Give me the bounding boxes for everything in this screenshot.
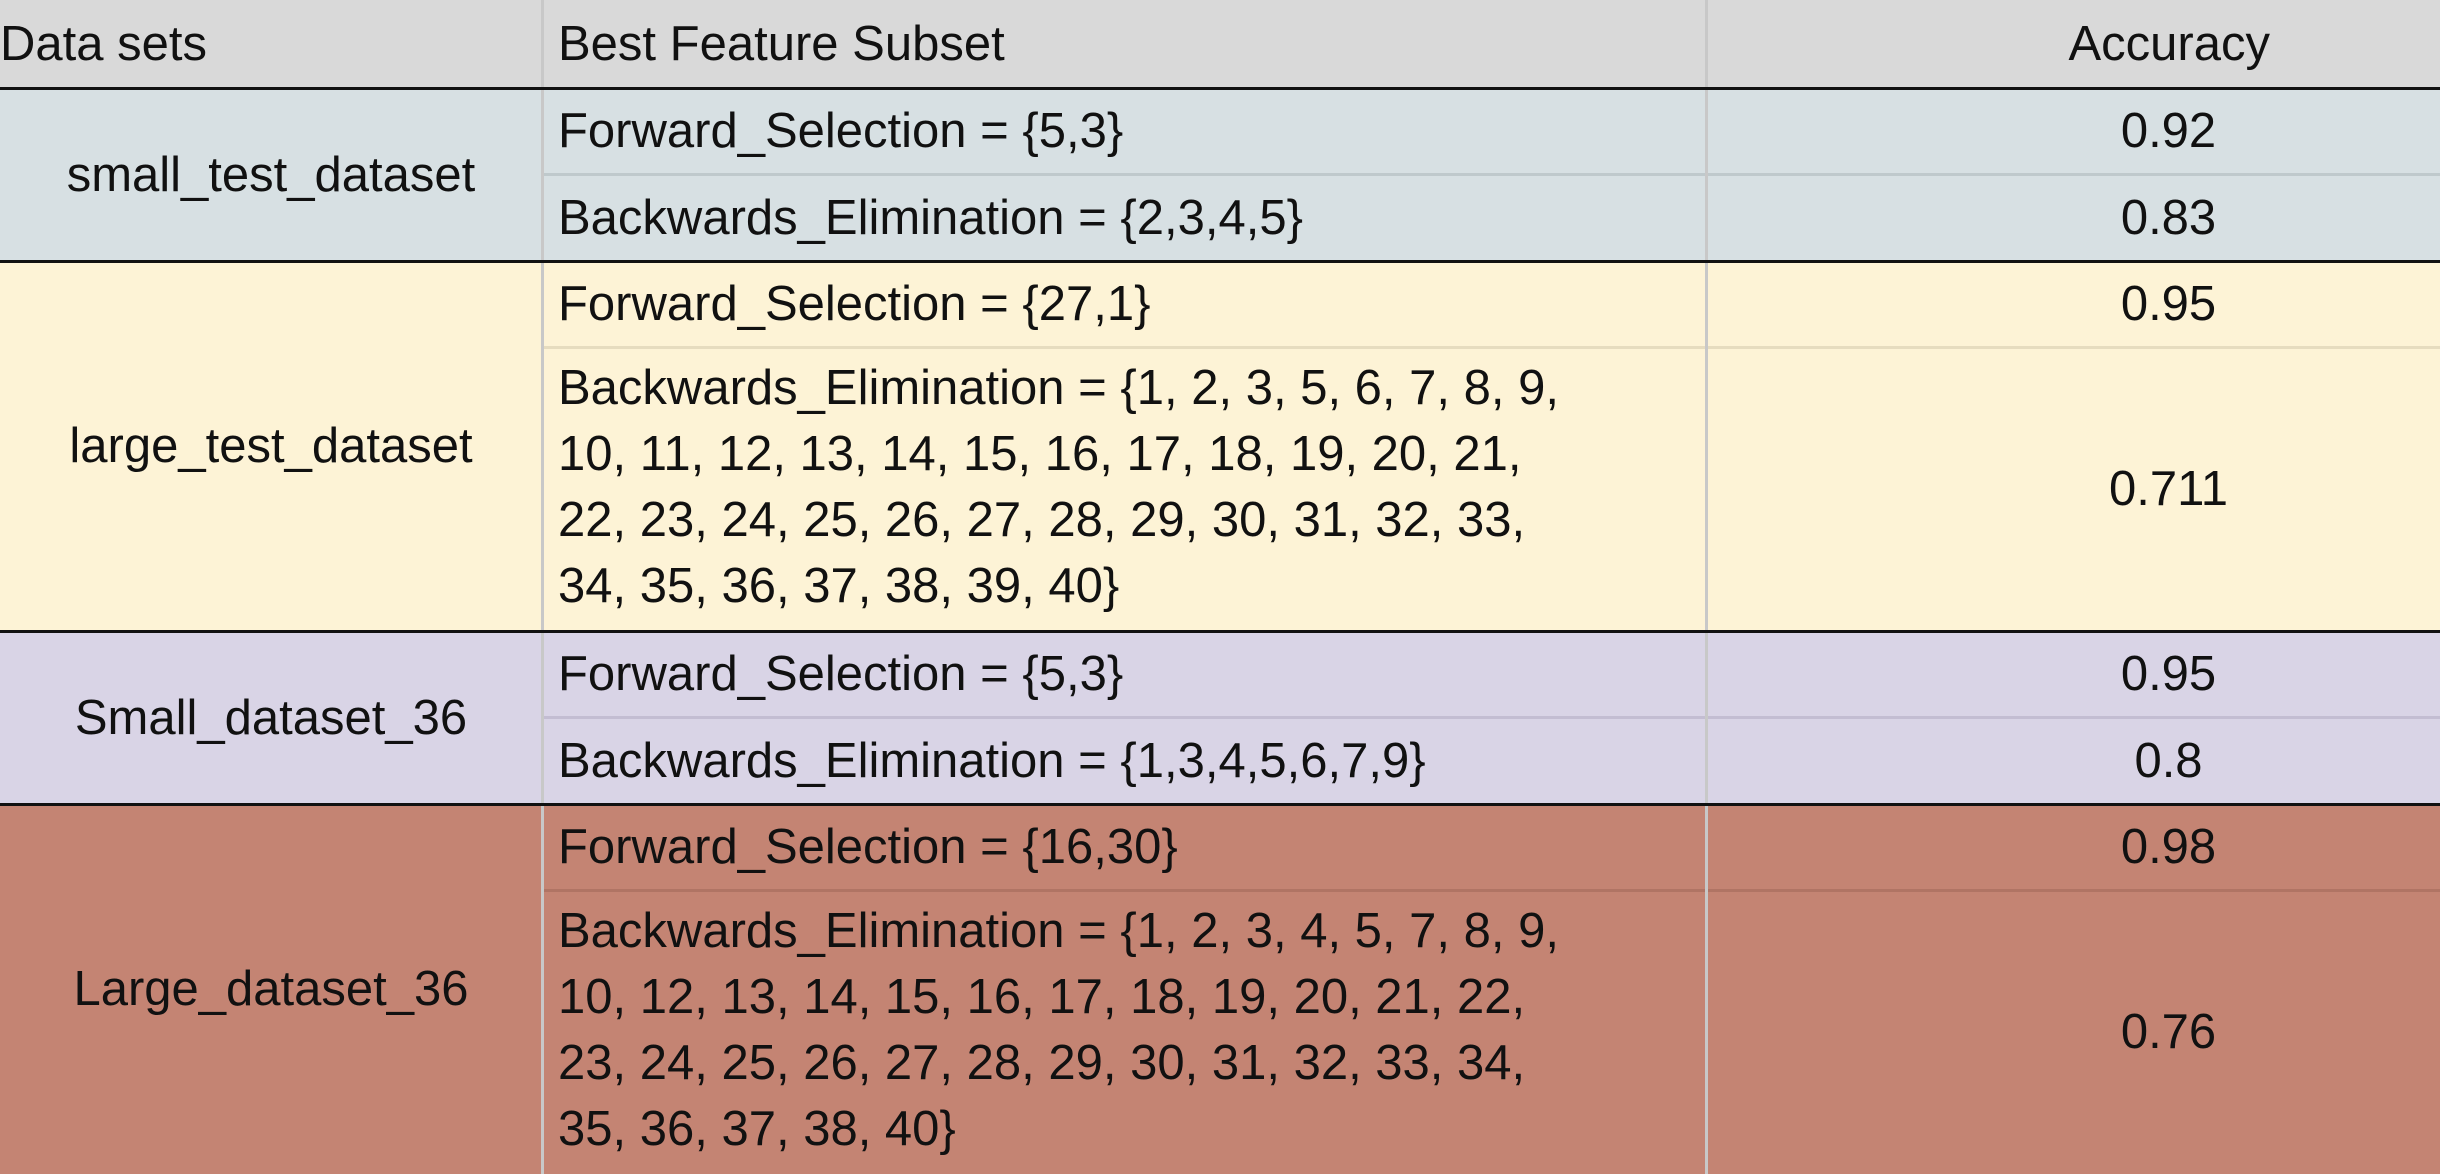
subset-text: Backwards_Elimination = {1,3,4,5,6,7,9} [558,733,1426,788]
row-divider [542,346,2440,349]
subset-text-block: Backwards_Elimination = {1, 2, 3, 5, 6, … [558,355,1559,619]
dataset-name: large_test_dataset [69,419,473,473]
header-data-sets-label: Data sets [0,17,207,71]
row-divider [542,173,2440,176]
header-best-feature-subset-label: Best Feature Subset [558,17,1005,71]
subset-text: Forward_Selection = {5,3} [558,104,1124,158]
accuracy-value: 0.95 [2120,647,2217,701]
subset-cell[interactable]: Backwards_Elimination = {2,3,4,5} [542,174,1707,261]
row-divider [542,889,2440,892]
accuracy-value: 0.711 [2109,462,2228,516]
accuracy-cell[interactable]: 0.711 [1707,347,2440,631]
subset-cell[interactable]: Backwards_Elimination = {1, 2, 3, 4, 5, … [542,890,1707,1174]
accuracy-cell[interactable]: 0.76 [1707,890,2440,1174]
subset-cell[interactable]: Forward_Selection = {27,1} [542,261,1707,347]
accuracy-value: 0.92 [2120,104,2217,158]
dataset-cell-large-36[interactable]: Large_dataset_36 [0,804,542,1174]
column-divider [541,0,544,1174]
accuracy-value: 0.83 [2120,190,2217,245]
dataset-cell-small-test[interactable]: small_test_dataset [0,88,542,261]
header-best-feature-subset[interactable]: Best Feature Subset [542,0,1707,88]
subset-line: 10, 12, 13, 14, 15, 16, 17, 18, 19, 20, … [558,970,1526,1024]
subset-line: Backwards_Elimination = {1, 2, 3, 4, 5, … [558,904,1559,958]
subset-text: Backwards_Elimination = {2,3,4,5} [558,190,1303,245]
accuracy-value: 0.95 [2120,277,2217,331]
subset-cell[interactable]: Backwards_Elimination = {1,3,4,5,6,7,9} [542,717,1707,804]
subset-line: 22, 23, 24, 25, 26, 27, 28, 29, 30, 31, … [558,493,1526,547]
subset-line: 34, 35, 36, 37, 38, 39, 40} [558,559,1120,613]
subset-text: Forward_Selection = {16,30} [558,820,1178,874]
subset-line: Backwards_Elimination = {1, 2, 3, 5, 6, … [558,361,1559,415]
subset-cell[interactable]: Forward_Selection = {5,3} [542,631,1707,717]
group-divider [0,803,2440,806]
accuracy-cell[interactable]: 0.92 [1707,88,2440,174]
accuracy-value: 0.8 [2134,733,2203,788]
row-divider [542,716,2440,719]
accuracy-cell[interactable]: 0.95 [1707,261,2440,347]
subset-text-block: Backwards_Elimination = {1, 2, 3, 4, 5, … [558,898,1559,1162]
group-divider [0,260,2440,263]
header-accuracy-label: Accuracy [2068,17,2271,71]
header-divider [0,87,2440,90]
subset-text: Forward_Selection = {5,3} [558,647,1124,701]
accuracy-value: 0.76 [2120,1005,2217,1059]
dataset-name: Small_dataset_36 [74,690,468,745]
dataset-cell-large-test[interactable]: large_test_dataset [0,261,542,631]
accuracy-cell[interactable]: 0.98 [1707,804,2440,890]
subset-cell[interactable]: Forward_Selection = {5,3} [542,88,1707,174]
subset-line: 23, 24, 25, 26, 27, 28, 29, 30, 31, 32, … [558,1036,1526,1090]
subset-text: Forward_Selection = {27,1} [558,277,1151,331]
column-divider [1705,0,1708,1174]
subset-line: 35, 36, 37, 38, 40} [558,1102,956,1156]
header-data-sets[interactable]: Data sets [0,0,542,88]
accuracy-cell[interactable]: 0.8 [1707,717,2440,804]
subset-cell[interactable]: Forward_Selection = {16,30} [542,804,1707,890]
accuracy-value: 0.98 [2120,820,2217,874]
group-divider [0,630,2440,633]
accuracy-cell[interactable]: 0.83 [1707,174,2440,261]
subset-cell[interactable]: Backwards_Elimination = {1, 2, 3, 5, 6, … [542,347,1707,631]
dataset-name: Large_dataset_36 [73,962,469,1016]
dataset-name: small_test_dataset [66,147,476,202]
dataset-cell-small-36[interactable]: Small_dataset_36 [0,631,542,804]
accuracy-cell[interactable]: 0.95 [1707,631,2440,717]
header-accuracy[interactable]: Accuracy [1707,0,2440,88]
subset-line: 10, 11, 12, 13, 14, 15, 16, 17, 18, 19, … [558,427,1522,481]
